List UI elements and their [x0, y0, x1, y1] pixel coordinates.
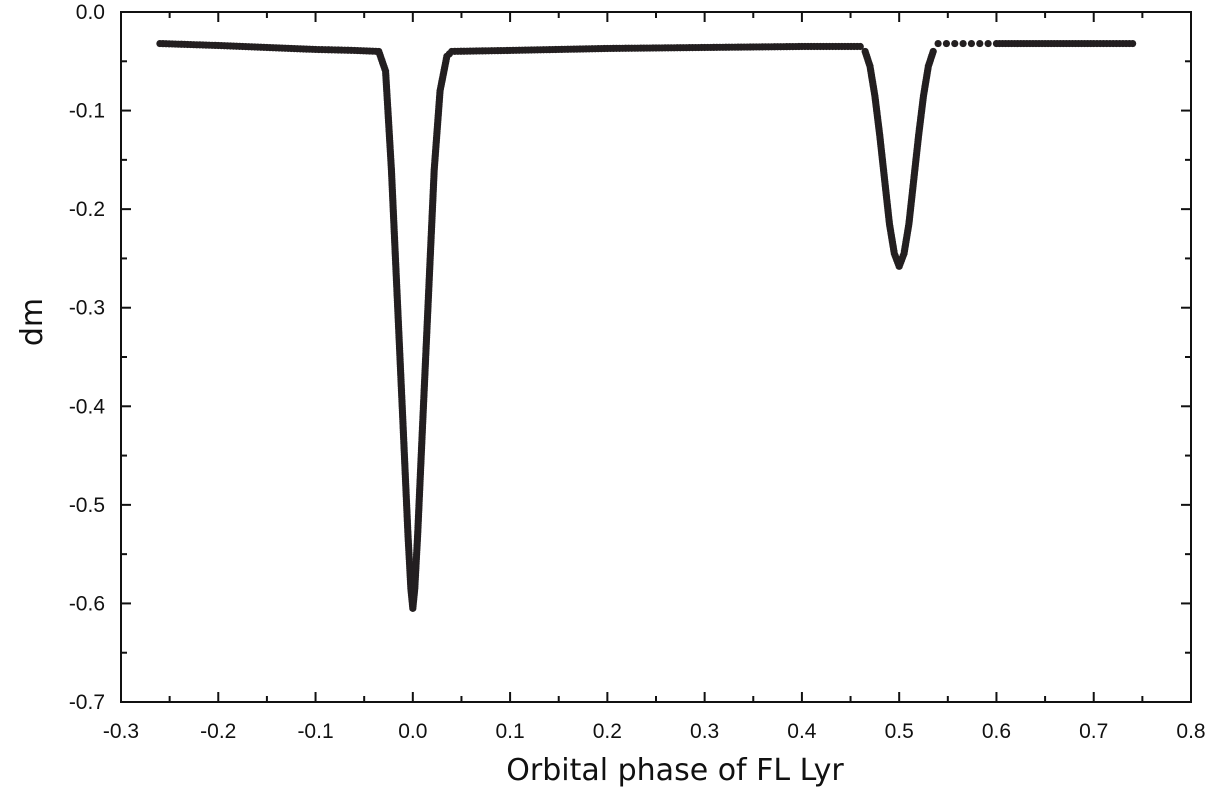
data-point: [1129, 39, 1137, 48]
y-axis-title: dm: [15, 298, 50, 346]
x-tick-label: -0.2: [200, 720, 236, 743]
y-tick-label: -0.5: [69, 494, 105, 517]
data-point: [976, 39, 984, 48]
x-tick-label: 0.6: [982, 720, 1011, 743]
y-tick-label: -0.2: [69, 198, 105, 221]
x-tick-label: 0.2: [593, 720, 622, 743]
x-tick-label: -0.1: [297, 720, 333, 743]
x-tick-label: 0.5: [885, 720, 914, 743]
x-tick-label: 0.1: [495, 720, 524, 743]
data-point: [934, 39, 942, 48]
x-axis-title: Orbital phase of FL Lyr: [506, 753, 844, 788]
data-points: [156, 39, 1137, 612]
data-point: [929, 47, 937, 56]
plot-frame: [120, 11, 1192, 703]
tick-marks: [120, 11, 1192, 703]
x-tick-label: 0.0: [398, 720, 427, 743]
data-point: [984, 39, 992, 48]
y-tick-label: -0.3: [69, 297, 105, 320]
x-tick-label: 0.3: [690, 720, 719, 743]
y-tick-label: -0.4: [69, 395, 106, 418]
data-point: [959, 39, 967, 48]
y-tick-label: -0.7: [69, 691, 105, 714]
data-point: [942, 39, 951, 48]
y-tick-label: -0.1: [69, 100, 105, 123]
data-point: [951, 39, 959, 48]
y-tick-label: 0.0: [76, 1, 105, 24]
data-point: [967, 39, 976, 48]
data-point: [856, 42, 864, 51]
x-tick-label: 0.4: [787, 720, 817, 743]
x-tick-label: -0.3: [103, 720, 139, 743]
x-tick-label: 0.8: [1176, 720, 1205, 743]
y-tick-label: -0.6: [69, 592, 105, 615]
tick-labels: -0.3 -0.2 -0.1 0.0 0.1 0.2 0.3 0.4 0.5 0.6 0.7 0.8 0…: [69, 1, 1206, 743]
x-tick-label: 0.7: [1079, 720, 1108, 743]
